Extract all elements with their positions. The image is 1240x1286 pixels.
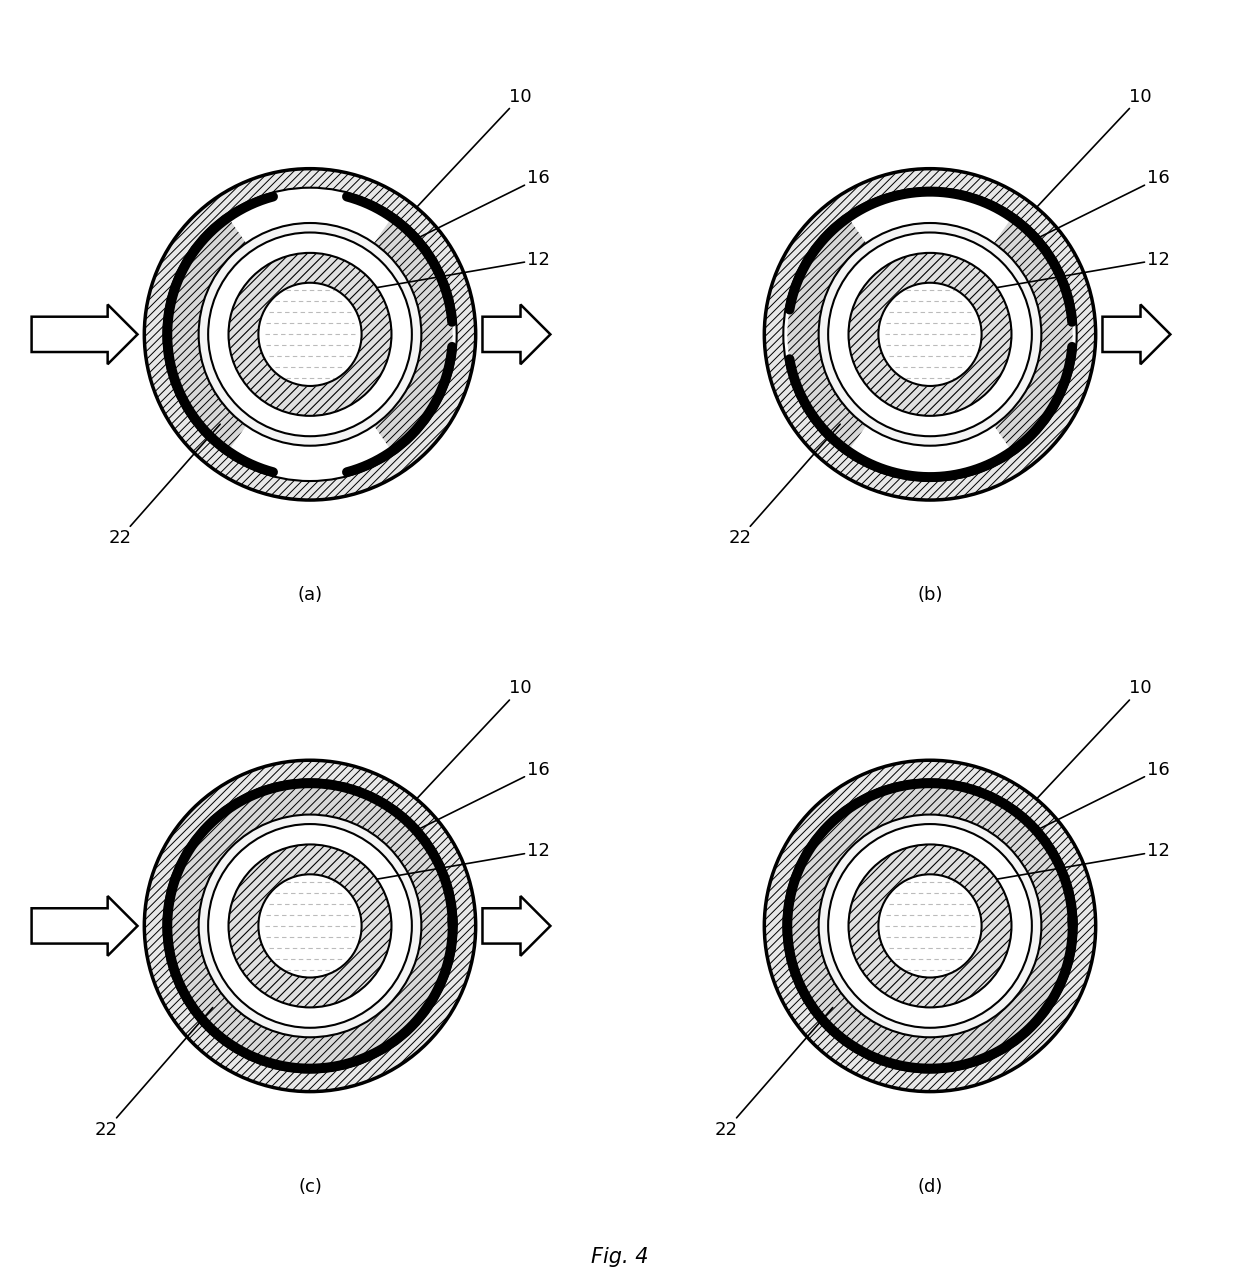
Text: (a): (a) — [298, 586, 322, 604]
Polygon shape — [1102, 305, 1171, 364]
Polygon shape — [144, 168, 476, 500]
Polygon shape — [994, 217, 1073, 451]
Text: 16: 16 — [1035, 761, 1171, 831]
Circle shape — [878, 874, 982, 977]
Polygon shape — [228, 845, 392, 1007]
Text: 22: 22 — [728, 424, 841, 547]
Polygon shape — [31, 305, 138, 364]
Text: 10: 10 — [417, 87, 532, 207]
Text: (d): (d) — [918, 1178, 942, 1196]
Circle shape — [764, 168, 1096, 500]
Polygon shape — [374, 217, 453, 451]
Circle shape — [764, 760, 1096, 1092]
Text: 10: 10 — [417, 679, 532, 799]
Text: 22: 22 — [714, 1007, 833, 1138]
Circle shape — [878, 283, 982, 386]
Text: 10: 10 — [1037, 87, 1152, 207]
Polygon shape — [848, 253, 1012, 415]
Text: 16: 16 — [415, 170, 551, 239]
Polygon shape — [167, 783, 453, 1069]
Text: Fig. 4: Fig. 4 — [591, 1246, 649, 1267]
Polygon shape — [167, 217, 246, 451]
Text: 12: 12 — [377, 251, 551, 288]
Text: 12: 12 — [997, 842, 1171, 880]
Text: 16: 16 — [415, 761, 551, 831]
Text: 10: 10 — [1037, 679, 1152, 799]
Polygon shape — [764, 168, 1096, 500]
Polygon shape — [764, 760, 1096, 1092]
Polygon shape — [144, 760, 476, 1092]
Circle shape — [258, 283, 362, 386]
Text: 12: 12 — [377, 842, 551, 880]
Text: (c): (c) — [298, 1178, 322, 1196]
Text: 12: 12 — [997, 251, 1171, 288]
Text: 16: 16 — [1035, 170, 1171, 239]
Text: 22: 22 — [94, 1007, 213, 1138]
Polygon shape — [787, 217, 866, 451]
Polygon shape — [228, 253, 392, 415]
Polygon shape — [787, 783, 1073, 1069]
Circle shape — [144, 760, 476, 1092]
Polygon shape — [848, 845, 1012, 1007]
Polygon shape — [482, 896, 551, 955]
Polygon shape — [31, 896, 138, 955]
Circle shape — [258, 874, 362, 977]
Text: 22: 22 — [108, 424, 221, 547]
Text: (b): (b) — [918, 586, 942, 604]
Circle shape — [144, 168, 476, 500]
Polygon shape — [482, 305, 551, 364]
